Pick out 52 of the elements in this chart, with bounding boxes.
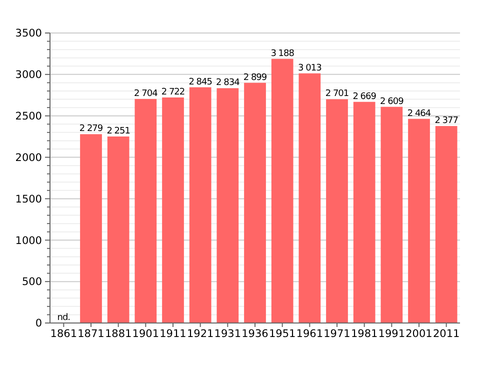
bar bbox=[189, 87, 212, 323]
data-label: 2 609 bbox=[380, 96, 404, 107]
x-tick-label: 1971 bbox=[324, 328, 350, 340]
text: nd. bbox=[57, 313, 70, 323]
bar bbox=[134, 98, 157, 323]
bar bbox=[380, 106, 403, 323]
data-label: 2 251 bbox=[106, 126, 130, 136]
x-tick-label: 1861 bbox=[50, 328, 78, 340]
data-label: 3 188 bbox=[270, 48, 295, 59]
bar bbox=[298, 73, 321, 323]
x-tick-label: 1911 bbox=[160, 328, 186, 340]
x-tick-label: 1881 bbox=[104, 328, 132, 340]
y-tick-label: 0 bbox=[35, 318, 42, 330]
bar bbox=[216, 88, 239, 323]
y-tick-label: 3500 bbox=[15, 28, 42, 40]
x-tick-label: 1871 bbox=[78, 328, 104, 340]
data-label: 2 279 bbox=[79, 124, 104, 134]
data-label: 2 845 bbox=[188, 77, 212, 88]
x-tick-label: 1921 bbox=[186, 328, 214, 340]
x-tick-label: 1901 bbox=[132, 328, 160, 340]
bar bbox=[80, 134, 102, 323]
x-tick-label: 1981 bbox=[350, 328, 378, 340]
y-tick-label: 1500 bbox=[15, 193, 42, 206]
bar bbox=[408, 118, 430, 323]
data-label: 2 834 bbox=[216, 78, 240, 88]
bar bbox=[326, 99, 348, 323]
y-tick-label: 2500 bbox=[15, 110, 42, 123]
bar bbox=[107, 136, 130, 323]
x-tick-label: 1931 bbox=[214, 328, 242, 340]
x-tick-label: 2011 bbox=[432, 328, 460, 340]
data-label: 2 701 bbox=[325, 89, 349, 100]
data-label: 2 899 bbox=[243, 72, 268, 83]
data-label: 2 377 bbox=[434, 116, 458, 126]
x-tick-label: 1951 bbox=[268, 328, 296, 340]
bar bbox=[353, 102, 376, 323]
y-tick-label: 1000 bbox=[15, 234, 42, 247]
y-tick-label: 2000 bbox=[15, 152, 42, 164]
bar bbox=[435, 126, 458, 323]
bar bbox=[244, 82, 266, 323]
x-tick-label: 1936 bbox=[242, 328, 269, 340]
bar bbox=[162, 97, 184, 323]
data-label: 2 722 bbox=[161, 87, 185, 98]
y-tick-label: 3000 bbox=[15, 69, 42, 82]
x-tick-label: 1961 bbox=[296, 328, 324, 340]
y-tick-label: 500 bbox=[22, 276, 42, 288]
data-label: 2 669 bbox=[352, 92, 377, 102]
x-tick-label: 2001 bbox=[406, 328, 432, 340]
x-tick-label: 1991 bbox=[378, 328, 406, 340]
data-label: 2 464 bbox=[407, 108, 432, 119]
data-label: 3 013 bbox=[298, 63, 322, 74]
data-label: 2 704 bbox=[134, 88, 158, 99]
bar bbox=[271, 58, 294, 323]
